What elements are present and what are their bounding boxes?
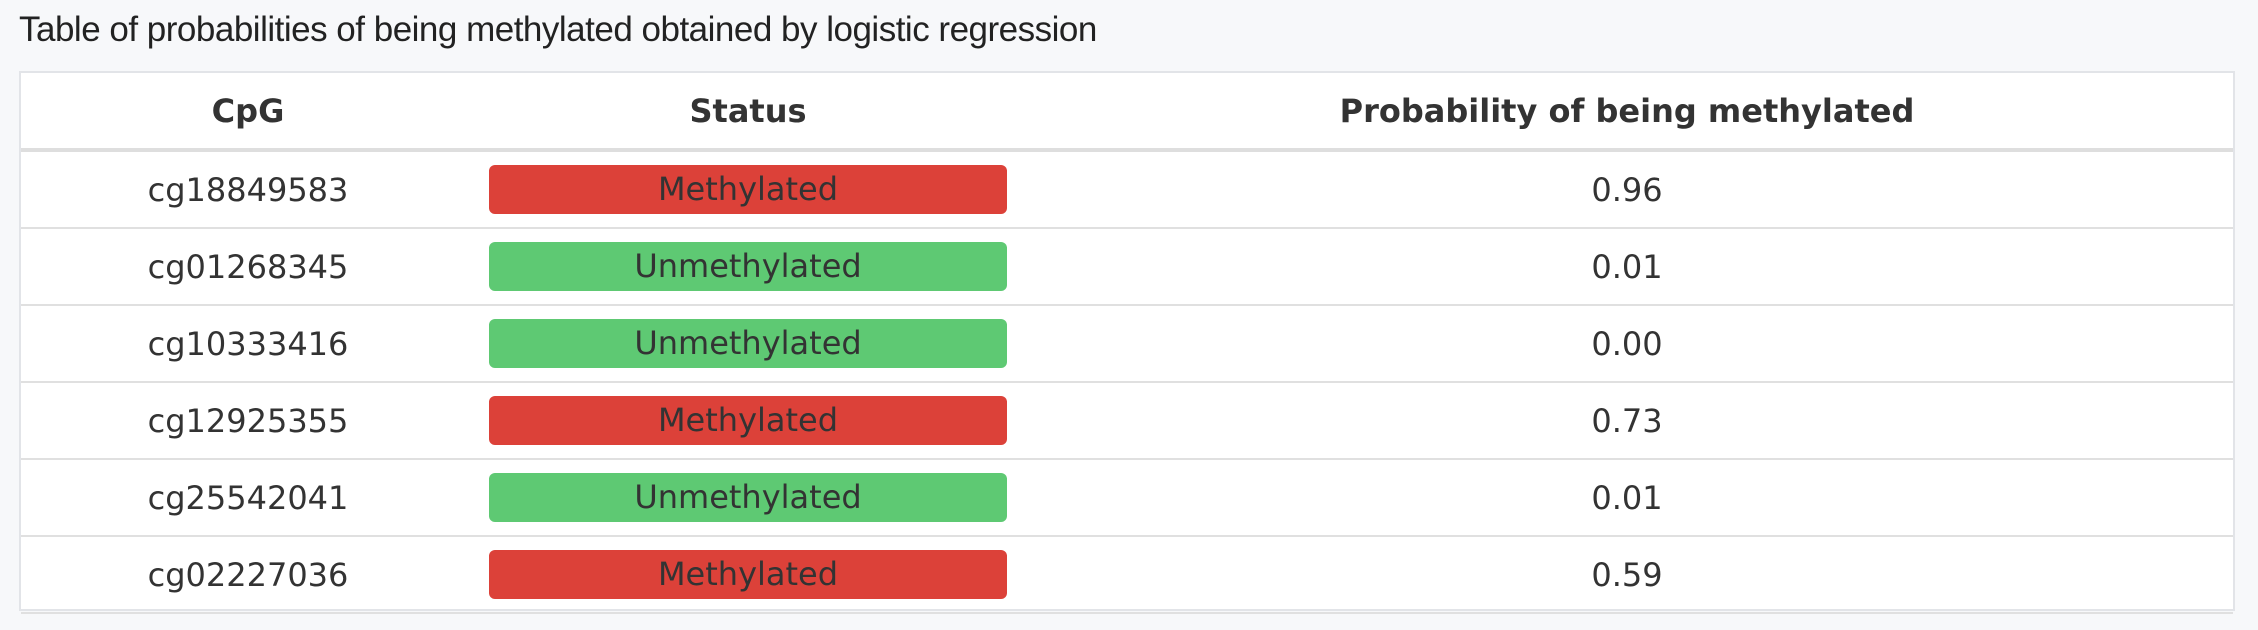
column-header-cpg: CpG <box>21 73 475 152</box>
probability-table-container: CpG Status Probability of being methylat… <box>19 71 2235 614</box>
column-header-probability: Probability of being methylated <box>1021 73 2233 152</box>
table-row: cg18849583 Methylated 0.96 <box>21 150 2233 229</box>
probability-table: CpG Status Probability of being methylat… <box>21 73 2233 614</box>
table-row: cg10333416 Unmethylated 0.00 <box>21 305 2233 383</box>
status-cell: Unmethylated <box>475 305 1021 383</box>
probability-cell: 0.96 <box>1021 150 2233 229</box>
cpg-cell: cg01268345 <box>21 228 475 306</box>
status-cell: Methylated <box>475 150 1021 229</box>
table-row: cg12925355 Methylated 0.73 <box>21 382 2233 460</box>
status-badge: Methylated <box>489 396 1007 445</box>
cpg-cell: cg25542041 <box>21 459 475 537</box>
status-cell: Unmethylated <box>475 459 1021 537</box>
status-badge: Unmethylated <box>489 473 1007 522</box>
table-header-row: CpG Status Probability of being methylat… <box>21 73 2233 152</box>
status-badge: Unmethylated <box>489 242 1007 291</box>
probability-cell: 0.01 <box>1021 459 2233 537</box>
table-row: cg25542041 Unmethylated 0.01 <box>21 459 2233 537</box>
status-cell: Methylated <box>475 382 1021 460</box>
table-title: Table of probabilities of being methylat… <box>19 10 1097 49</box>
status-badge: Methylated <box>489 165 1007 214</box>
cpg-cell: cg10333416 <box>21 305 475 383</box>
status-badge: Methylated <box>489 550 1007 599</box>
status-cell: Unmethylated <box>475 228 1021 306</box>
table-row: cg02227036 Methylated 0.59 <box>21 536 2233 614</box>
probability-cell: 0.73 <box>1021 382 2233 460</box>
cpg-cell: cg02227036 <box>21 536 475 614</box>
cpg-cell: cg18849583 <box>21 150 475 229</box>
probability-cell: 0.59 <box>1021 536 2233 614</box>
status-badge: Unmethylated <box>489 319 1007 368</box>
probability-cell: 0.00 <box>1021 305 2233 383</box>
cpg-cell: cg12925355 <box>21 382 475 460</box>
probability-cell: 0.01 <box>1021 228 2233 306</box>
status-cell: Methylated <box>475 536 1021 614</box>
column-header-status: Status <box>475 73 1021 152</box>
table-row: cg01268345 Unmethylated 0.01 <box>21 228 2233 306</box>
